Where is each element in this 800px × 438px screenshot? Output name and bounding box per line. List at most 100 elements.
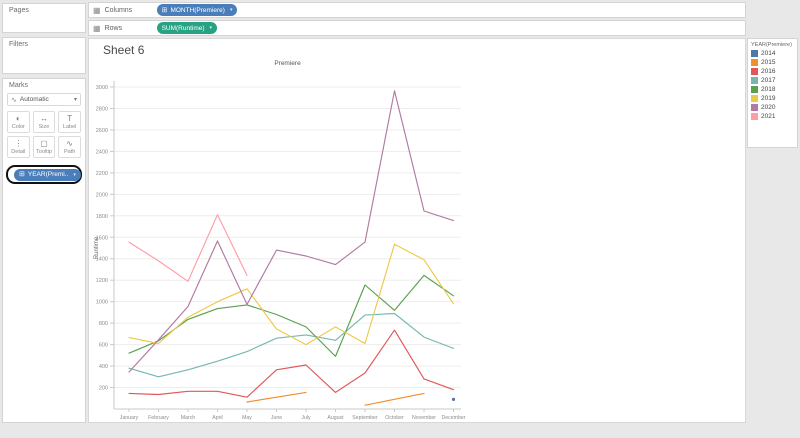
columns-shelf[interactable]: ▦ Columns ⊞ MONTH(Premiere) ▾ (88, 2, 746, 18)
svg-text:1600: 1600 (96, 235, 108, 241)
filters-label: Filters (9, 41, 29, 48)
legend-swatch (751, 68, 758, 75)
legend-item-2015[interactable]: 2015 (748, 58, 797, 67)
legend-label: 2015 (761, 59, 776, 66)
marks-button-path[interactable]: ∿ Path (58, 136, 81, 158)
legend-swatch (751, 86, 758, 93)
legend-label: 2014 (761, 50, 776, 57)
marks-button-label[interactable]: T Label (58, 111, 81, 133)
marks-button-tooltip[interactable]: ▢ Tooltip (32, 136, 56, 158)
marks-card: Marks ∿ Automatic ▾ ◐ Color ↔ Size T Label ⋮ De… (2, 78, 86, 423)
rows-shelf[interactable]: ▦ Rows SUM(Runtime) ▾ (88, 20, 746, 36)
size-icon: ↔ (39, 113, 48, 123)
filters-shelf[interactable]: Filters (2, 37, 86, 74)
line-chart[interactable]: 200 400 600 800 1000 1200 1400 1600 1800 2000 2200… (89, 39, 747, 424)
marks-button-label: Color (11, 123, 25, 130)
svg-text:800: 800 (99, 321, 108, 327)
marks-color-pill-highlight[interactable]: ⊞ YEAR(Premi.. ▾ (6, 165, 82, 184)
legend-item-2016[interactable]: 2016 (748, 67, 797, 76)
month-premiere-pill[interactable]: ⊞ MONTH(Premiere) ▾ (156, 4, 238, 16)
svg-text:1800: 1800 (96, 214, 108, 220)
svg-text:1400: 1400 (96, 257, 108, 263)
svg-text:April: April (212, 415, 222, 421)
mark-type-value: Automatic (19, 96, 49, 103)
detail-icon: ⋮ (14, 138, 23, 148)
svg-text:September: September (352, 415, 378, 421)
svg-text:June: June (271, 415, 282, 421)
svg-text:January: January (120, 415, 139, 421)
legend-item-2020[interactable]: 2020 (748, 103, 797, 112)
legend-swatch (751, 113, 758, 120)
svg-text:1000: 1000 (96, 300, 108, 306)
label-icon: T (67, 113, 73, 123)
svg-text:2200: 2200 (96, 171, 108, 177)
legend-item-2017[interactable]: 2017 (748, 76, 797, 85)
grid-icon: ▦ (93, 23, 101, 33)
sheet-title: Sheet 6 (103, 43, 145, 57)
legend-label: 2018 (761, 86, 776, 93)
marks-button-label: Detail (11, 148, 26, 155)
legend-swatch (751, 104, 758, 111)
svg-text:600: 600 (99, 343, 108, 349)
marks-button-label: Tooltip (36, 148, 52, 155)
svg-text:November: November (412, 415, 436, 421)
chevron-down-icon: ▾ (73, 97, 77, 103)
svg-text:1200: 1200 (96, 278, 108, 284)
svg-text:400: 400 (99, 364, 108, 370)
svg-text:2000: 2000 (96, 192, 108, 198)
chevron-down-icon: ▾ (229, 7, 233, 13)
legend-label: 2016 (761, 68, 776, 75)
y-axis-title: Runtime (94, 236, 100, 259)
path-icon: ∿ (66, 138, 73, 148)
svg-text:December: December (442, 415, 466, 421)
legend-item-2019[interactable]: 2019 (748, 94, 797, 103)
legend-swatch (751, 77, 758, 84)
legend-title: YEAR(Premiere) (751, 42, 792, 48)
legend-label: 2021 (761, 113, 776, 120)
tooltip-icon: ▢ (40, 138, 48, 148)
svg-text:3000: 3000 (96, 85, 108, 91)
pages-shelf[interactable]: Pages (2, 3, 86, 33)
line-mark-icon: ∿ (11, 96, 17, 104)
grid-icon: ▦ (93, 5, 101, 15)
pages-label: Pages (9, 7, 29, 14)
svg-text:200: 200 (99, 386, 108, 392)
marks-button-size[interactable]: ↔ Size (32, 111, 56, 133)
legend-item-2021[interactable]: 2021 (748, 112, 797, 121)
sum-runtime-pill[interactable]: SUM(Runtime) ▾ (156, 22, 218, 34)
svg-text:2600: 2600 (96, 128, 108, 134)
svg-text:2400: 2400 (96, 149, 108, 155)
plus-box-icon: ⊞ (161, 6, 168, 14)
plus-box-icon: ⊞ (19, 171, 25, 178)
marks-label: Marks (9, 82, 29, 89)
marks-button-label: Path (63, 148, 76, 155)
svg-text:July: July (301, 415, 311, 421)
legend-item-2018[interactable]: 2018 (748, 85, 797, 94)
svg-text:Premiere: Premiere (274, 60, 301, 67)
legend-label: 2020 (761, 104, 776, 111)
legend-swatch (751, 95, 758, 102)
mark-type-dropdown[interactable]: ∿ Automatic ▾ (7, 93, 81, 106)
svg-text:2800: 2800 (96, 106, 108, 112)
marks-button-detail[interactable]: ⋮ Detail (7, 136, 30, 158)
columns-shelf-label: Columns (104, 6, 133, 14)
legend-swatch (751, 50, 758, 57)
svg-text:August: August (327, 415, 344, 421)
chevron-down-icon: ▾ (73, 171, 76, 178)
legend-item-2014[interactable]: 2014 (748, 49, 797, 58)
legend-label: 2019 (761, 95, 776, 102)
marks-buttons: ◐ Color ↔ Size T Label ⋮ Detail ▢ Tooltip ∿ Path (7, 111, 81, 158)
svg-text:October: October (385, 415, 404, 421)
color-icon: ◐ (15, 113, 21, 123)
legend-label: 2017 (761, 77, 776, 84)
legend-swatch (751, 59, 758, 66)
svg-text:May: May (242, 415, 252, 421)
svg-text:March: March (181, 415, 196, 421)
marks-button-color[interactable]: ◐ Color (7, 111, 30, 133)
legend-rows: 2014 2015 2016 2017 2018 2019 2020 2021 (748, 49, 797, 121)
year-premiere-pill[interactable]: ⊞ YEAR(Premi.. ▾ (14, 168, 81, 181)
marks-button-label: Size (38, 123, 50, 130)
chevron-down-icon: ▾ (209, 25, 213, 31)
year-color-legend[interactable]: YEAR(Premiere) 2014 2015 2016 2017 2018 2019 2… (747, 38, 798, 148)
